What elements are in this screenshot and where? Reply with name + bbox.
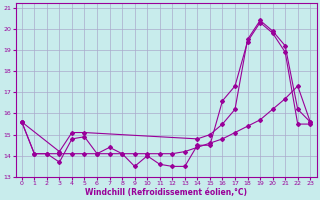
- X-axis label: Windchill (Refroidissement éolien,°C): Windchill (Refroidissement éolien,°C): [85, 188, 247, 197]
